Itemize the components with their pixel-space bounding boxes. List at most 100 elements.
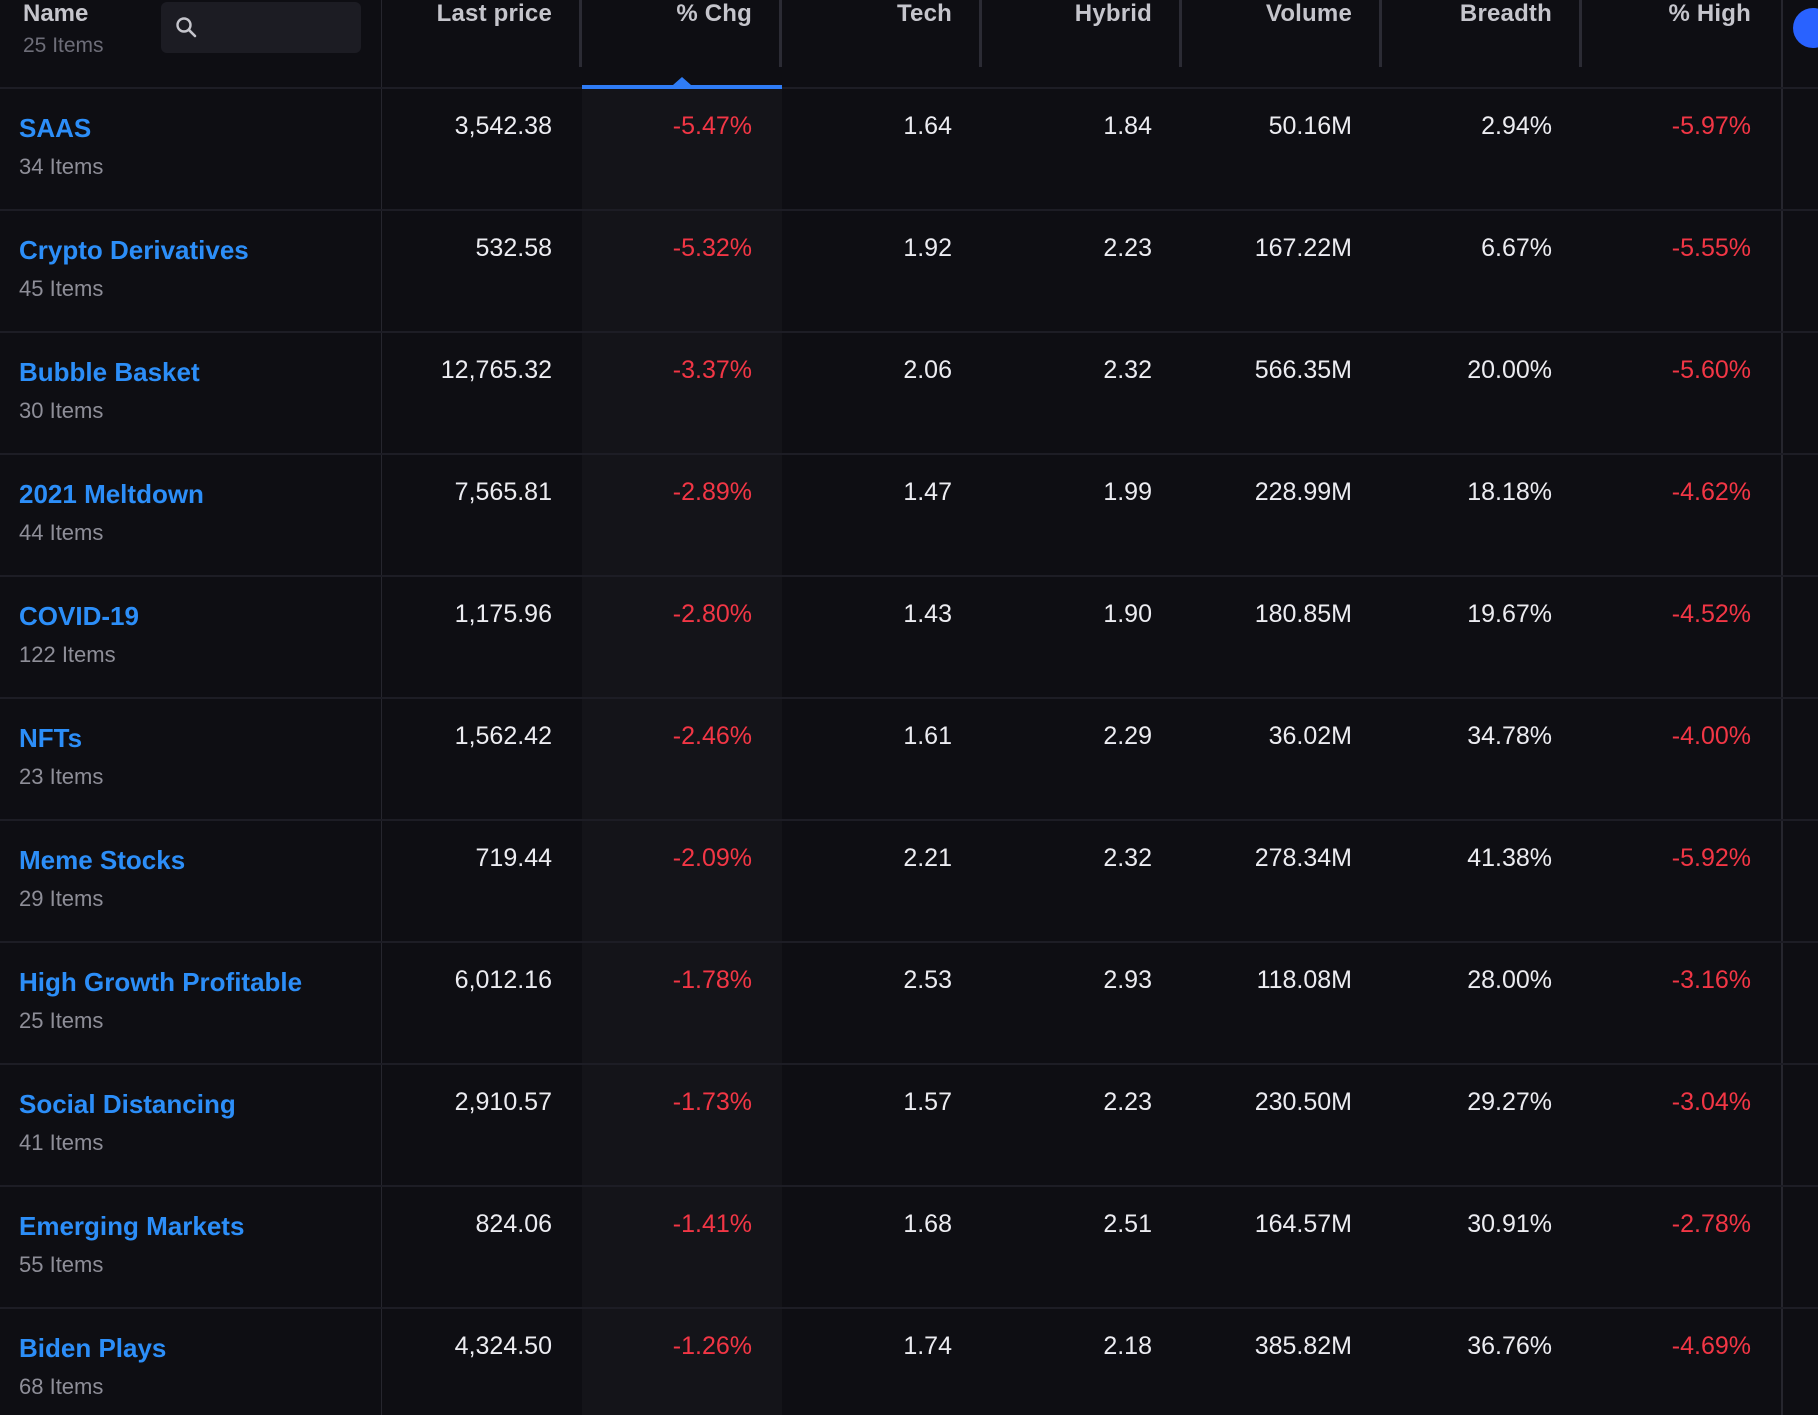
table-row[interactable]: NFTs 23 Items 1,562.42 -2.46% 1.61 2.29 … bbox=[0, 699, 1818, 821]
breadth-value: 28.00% bbox=[1467, 966, 1552, 994]
volume-value: 36.02M bbox=[1268, 722, 1352, 750]
chg-value: -5.47% bbox=[672, 112, 752, 140]
hybrid-cell: 1.84 bbox=[982, 89, 1182, 209]
column-header-label: Tech bbox=[896, 0, 952, 27]
table-row[interactable]: Bubble Basket 30 Items 12,765.32 -3.37% … bbox=[0, 333, 1818, 455]
volume-value: 180.85M bbox=[1254, 600, 1352, 628]
column-header-chg[interactable]: % Chg bbox=[582, 0, 782, 91]
tech-cell: 1.92 bbox=[782, 211, 982, 331]
row-overflow-area bbox=[1781, 821, 1818, 941]
table-row[interactable]: Crypto Derivatives 45 Items 532.58 -5.32… bbox=[0, 211, 1818, 333]
breadth-cell: 18.18% bbox=[1382, 455, 1582, 575]
row-name-link[interactable]: Emerging Markets bbox=[19, 1211, 245, 1241]
hybrid-value: 2.23 bbox=[1103, 1088, 1152, 1116]
breadth-value: 18.18% bbox=[1467, 478, 1552, 506]
table-row[interactable]: Emerging Markets 55 Items 824.06 -1.41% … bbox=[0, 1187, 1818, 1309]
chg-cell: -2.09% bbox=[582, 821, 782, 941]
name-column-label[interactable]: Name bbox=[23, 0, 89, 27]
search-input[interactable] bbox=[205, 10, 357, 46]
row-name-link[interactable]: Biden Plays bbox=[19, 1333, 167, 1363]
column-header-label: % Chg bbox=[676, 0, 752, 27]
table-row[interactable]: Meme Stocks 29 Items 719.44 -2.09% 2.21 … bbox=[0, 821, 1818, 943]
column-header-hybrid[interactable]: Hybrid bbox=[982, 0, 1182, 87]
column-header-last-price[interactable]: Last price bbox=[382, 0, 582, 87]
hybrid-value: 1.99 bbox=[1103, 478, 1152, 506]
table-row[interactable]: High Growth Profitable 25 Items 6,012.16… bbox=[0, 943, 1818, 1065]
breadth-value: 29.27% bbox=[1467, 1088, 1552, 1116]
hybrid-value: 2.93 bbox=[1103, 966, 1152, 994]
row-name-link[interactable]: High Growth Profitable bbox=[19, 967, 303, 997]
row-items-count: 30 Items bbox=[19, 398, 104, 423]
hybrid-value: 2.23 bbox=[1103, 234, 1152, 262]
breadth-value: 2.94% bbox=[1481, 112, 1552, 140]
breadth-value: 41.38% bbox=[1467, 844, 1552, 872]
high-cell: -3.16% bbox=[1582, 943, 1781, 1063]
chg-cell: -2.89% bbox=[582, 455, 782, 575]
high-cell: -4.00% bbox=[1582, 699, 1781, 819]
hybrid-value: 2.51 bbox=[1103, 1210, 1152, 1238]
column-header-volume[interactable]: Volume bbox=[1182, 0, 1382, 87]
row-name-link[interactable]: Meme Stocks bbox=[19, 845, 186, 875]
column-header-label: Volume bbox=[1265, 0, 1352, 27]
row-items-count: 29 Items bbox=[19, 886, 104, 911]
row-overflow-area bbox=[1781, 1187, 1818, 1307]
table-row[interactable]: Biden Plays 68 Items 4,324.50 -1.26% 1.7… bbox=[0, 1309, 1818, 1415]
row-name-link[interactable]: COVID-19 bbox=[19, 601, 139, 631]
volume-value: 228.99M bbox=[1254, 478, 1352, 506]
volume-cell: 180.85M bbox=[1182, 577, 1382, 697]
table-row[interactable]: SAAS 34 Items 3,542.38 -5.47% 1.64 1.84 … bbox=[0, 89, 1818, 211]
tech-cell: 2.53 bbox=[782, 943, 982, 1063]
tech-cell: 1.43 bbox=[782, 577, 982, 697]
name-cell: Crypto Derivatives 45 Items bbox=[0, 211, 382, 331]
row-items-count: 45 Items bbox=[19, 276, 104, 301]
row-name-link[interactable]: Crypto Derivatives bbox=[19, 235, 249, 265]
last-price-value: 6,012.16 bbox=[454, 966, 552, 994]
high-value: -4.62% bbox=[1671, 478, 1751, 506]
column-header-breadth[interactable]: Breadth bbox=[1382, 0, 1582, 87]
row-name-link[interactable]: NFTs bbox=[19, 723, 83, 753]
tech-value: 1.68 bbox=[903, 1210, 952, 1238]
tech-value: 1.64 bbox=[903, 112, 952, 140]
column-header-high[interactable]: % High bbox=[1582, 0, 1781, 87]
name-column-header: Name 25 Items bbox=[0, 0, 382, 87]
last-price-value: 12,765.32 bbox=[440, 356, 552, 384]
column-header-tech[interactable]: Tech bbox=[782, 0, 982, 87]
high-value: -5.97% bbox=[1671, 112, 1751, 140]
chg-value: -2.46% bbox=[672, 722, 752, 750]
row-name-link[interactable]: 2021 Meltdown bbox=[19, 479, 204, 509]
volume-cell: 228.99M bbox=[1182, 455, 1382, 575]
volume-value: 230.50M bbox=[1254, 1088, 1352, 1116]
breadth-cell: 28.00% bbox=[1382, 943, 1582, 1063]
breadth-cell: 2.94% bbox=[1382, 89, 1582, 209]
last-price-cell: 3,542.38 bbox=[382, 89, 582, 209]
high-cell: -2.78% bbox=[1582, 1187, 1781, 1307]
row-items-count: 68 Items bbox=[19, 1374, 104, 1399]
chg-cell: -5.32% bbox=[582, 211, 782, 331]
chg-value: -3.37% bbox=[672, 356, 752, 384]
row-name-link[interactable]: Social Distancing bbox=[19, 1089, 236, 1119]
tech-cell: 1.47 bbox=[782, 455, 982, 575]
chg-value: -1.78% bbox=[672, 966, 752, 994]
hybrid-cell: 2.51 bbox=[982, 1187, 1182, 1307]
last-price-value: 2,910.57 bbox=[454, 1088, 552, 1116]
search-icon bbox=[176, 17, 197, 38]
row-overflow-area bbox=[1781, 455, 1818, 575]
row-name-link[interactable]: SAAS bbox=[19, 113, 92, 143]
last-price-cell: 2,910.57 bbox=[382, 1065, 582, 1185]
hybrid-cell: 2.29 bbox=[982, 699, 1182, 819]
table-body: SAAS 34 Items 3,542.38 -5.47% 1.64 1.84 … bbox=[0, 89, 1818, 1415]
tech-cell: 1.57 bbox=[782, 1065, 982, 1185]
table-row[interactable]: 2021 Meltdown 44 Items 7,565.81 -2.89% 1… bbox=[0, 455, 1818, 577]
last-price-value: 824.06 bbox=[475, 1210, 552, 1238]
table-row[interactable]: Social Distancing 41 Items 2,910.57 -1.7… bbox=[0, 1065, 1818, 1187]
settings-dot-icon[interactable] bbox=[1793, 8, 1818, 48]
table-row[interactable]: COVID-19 122 Items 1,175.96 -2.80% 1.43 … bbox=[0, 577, 1818, 699]
breadth-cell: 19.67% bbox=[1382, 577, 1582, 697]
search-box[interactable] bbox=[161, 2, 361, 53]
sort-caret-icon bbox=[673, 77, 691, 85]
row-name-link[interactable]: Bubble Basket bbox=[19, 357, 200, 387]
name-cell: Biden Plays 68 Items bbox=[0, 1309, 382, 1415]
volume-value: 385.82M bbox=[1254, 1332, 1352, 1360]
hybrid-cell: 1.90 bbox=[982, 577, 1182, 697]
